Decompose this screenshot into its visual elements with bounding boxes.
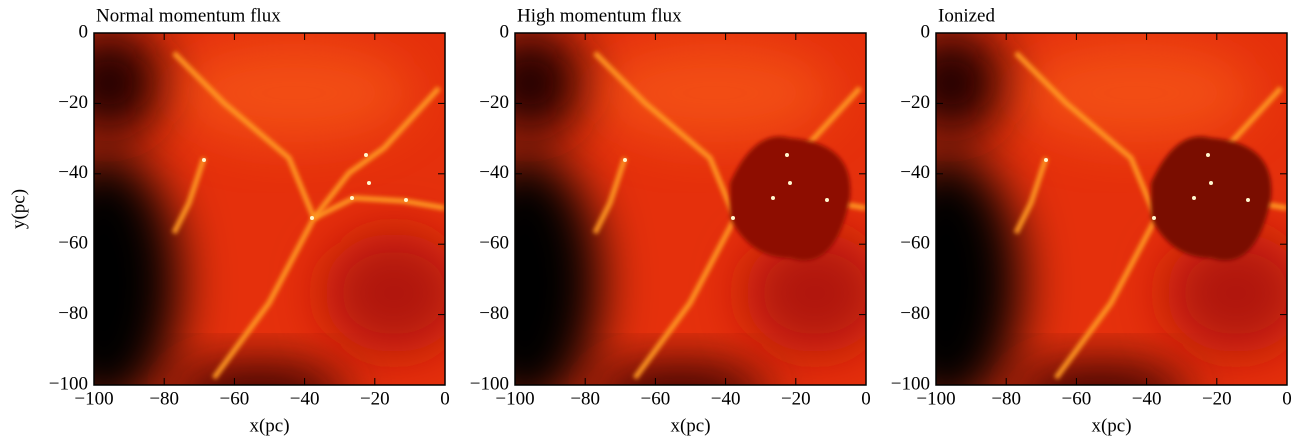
- x-tick-label: −80: [149, 388, 179, 409]
- star: [771, 196, 775, 200]
- x-tick-label: −40: [1132, 388, 1162, 409]
- dark-region: [1014, 363, 1188, 385]
- star: [1192, 196, 1196, 200]
- density-map: [515, 33, 866, 385]
- density-map: [936, 33, 1287, 385]
- y-tick-label: −60: [479, 233, 509, 254]
- y-tick-label: −80: [58, 303, 88, 324]
- x-axis-label: x(pc): [1091, 415, 1131, 436]
- dark-region: [593, 363, 767, 385]
- star: [364, 153, 368, 157]
- star: [404, 198, 408, 202]
- star: [1152, 216, 1156, 220]
- star: [310, 216, 314, 220]
- x-tick-label: −100: [74, 388, 113, 409]
- star: [785, 153, 789, 157]
- y-tick-label: −20: [479, 92, 509, 113]
- y-tick-label: −80: [479, 303, 509, 324]
- x-tick-label: −60: [641, 388, 671, 409]
- filament: [211, 86, 441, 380]
- y-tick-label: −40: [479, 162, 509, 183]
- bright-region: [174, 43, 414, 143]
- x-tick-label: 0: [1282, 388, 1292, 409]
- y-tick-label: −100: [891, 373, 930, 394]
- star: [202, 158, 206, 162]
- x-axis-label: x(pc): [249, 415, 289, 436]
- density-map: [94, 33, 445, 385]
- frame: [93, 32, 446, 386]
- panel-title: High momentum flux: [517, 5, 682, 26]
- bubble: [1151, 136, 1272, 261]
- x-tick-label: −100: [495, 388, 534, 409]
- dim-region: [1166, 233, 1287, 353]
- dim-region: [745, 233, 866, 353]
- star: [350, 196, 354, 200]
- frame: [935, 32, 1288, 386]
- dark-region: [515, 153, 600, 385]
- bubble: [730, 136, 851, 261]
- star: [623, 158, 627, 162]
- y-tick-label: −60: [58, 233, 88, 254]
- x-tick-label: 0: [861, 388, 871, 409]
- y-tick-label: 0: [921, 21, 931, 42]
- star: [825, 198, 829, 202]
- panel-title: Normal momentum flux: [96, 5, 281, 26]
- dim-region: [324, 233, 445, 353]
- filament: [312, 195, 445, 221]
- star: [1206, 153, 1210, 157]
- x-tick-label: −60: [1062, 388, 1092, 409]
- x-tick-label: −40: [711, 388, 741, 409]
- x-tick-label: −80: [570, 388, 600, 409]
- filament: [172, 51, 317, 219]
- dark-region: [94, 153, 179, 385]
- filament: [171, 157, 207, 235]
- x-tick-label: −40: [290, 388, 320, 409]
- x-tick-label: 0: [440, 388, 450, 409]
- dark-region: [515, 33, 585, 138]
- x-tick-label: −100: [916, 388, 955, 409]
- y-tick-label: −20: [900, 92, 930, 113]
- filament: [592, 157, 628, 235]
- star: [1246, 198, 1250, 202]
- y-tick-label: 0: [500, 21, 510, 42]
- y-tick-label: −40: [900, 162, 930, 183]
- x-axis-label: x(pc): [670, 415, 710, 436]
- x-tick-label: −20: [1202, 388, 1232, 409]
- star: [367, 181, 371, 185]
- dark-region: [94, 33, 164, 138]
- x-tick-label: −20: [360, 388, 390, 409]
- panel-title: Ionized: [938, 5, 995, 26]
- star: [1044, 158, 1048, 162]
- bright-region: [1016, 43, 1256, 143]
- dark-region: [172, 363, 346, 385]
- filament: [1013, 157, 1049, 235]
- bright-region: [595, 43, 835, 143]
- y-tick-label: 0: [79, 21, 89, 42]
- y-tick-label: −80: [900, 303, 930, 324]
- dark-region: [936, 153, 1021, 385]
- y-tick-label: −100: [470, 373, 509, 394]
- filament: [593, 51, 738, 219]
- y-axis-label: y(pc): [8, 189, 29, 229]
- x-tick-label: −20: [781, 388, 811, 409]
- y-tick-label: −20: [58, 92, 88, 113]
- x-tick-label: −80: [991, 388, 1021, 409]
- y-tick-label: −40: [58, 162, 88, 183]
- star: [1209, 181, 1213, 185]
- y-tick-label: −100: [49, 373, 88, 394]
- frame: [514, 32, 867, 386]
- x-tick-label: −60: [220, 388, 250, 409]
- y-tick-label: −60: [900, 233, 930, 254]
- star: [731, 216, 735, 220]
- star: [788, 181, 792, 185]
- filament: [1014, 51, 1159, 219]
- dark-region: [936, 33, 1006, 138]
